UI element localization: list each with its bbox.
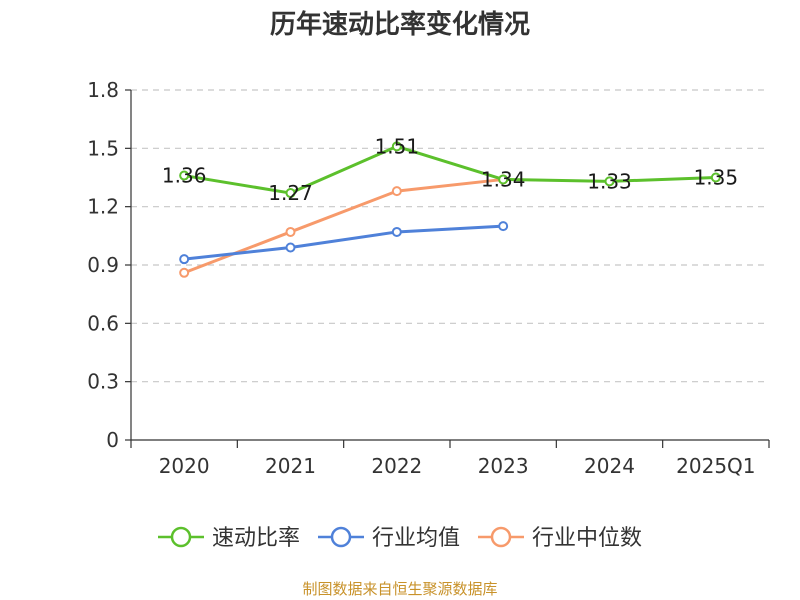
y-tick-label: 0 (106, 428, 119, 452)
y-tick-label: 0.6 (87, 311, 119, 335)
data-label: 1.27 (268, 181, 313, 205)
x-tick-label: 2024 (584, 454, 635, 478)
x-tick-label: 2023 (478, 454, 529, 478)
legend-label: 行业均值 (372, 526, 460, 551)
x-tick-label: 2025Q1 (676, 454, 755, 478)
data-point (391, 186, 402, 197)
data-point (710, 172, 721, 183)
legend-marker (490, 526, 512, 548)
data-point (285, 188, 296, 199)
legend-label: 速动比率 (212, 526, 300, 551)
y-tick-label: 1.5 (87, 136, 119, 160)
x-tick-label: 2021 (265, 454, 316, 478)
legend-item: 行业均值 (318, 526, 460, 551)
y-tick-label: 0.9 (87, 253, 119, 277)
data-point (179, 170, 190, 181)
data-label: 1.33 (587, 169, 632, 193)
data-point (391, 141, 402, 152)
data-label: 1.34 (481, 167, 526, 191)
grid-lines (131, 89, 769, 383)
data-label: 1.36 (162, 164, 207, 188)
series-line (184, 224, 504, 261)
legend: 速动比率 行业均值 行业中位数 (158, 526, 642, 551)
data-point (179, 267, 190, 278)
data-point (285, 226, 296, 237)
y-tick-label: 1.8 (87, 78, 119, 102)
x-tick-label: 2020 (159, 454, 210, 478)
data-point (391, 226, 402, 237)
x-tick-label: 2022 (371, 454, 422, 478)
data-point (604, 176, 615, 187)
data-point (498, 221, 509, 232)
series-lines (179, 141, 721, 278)
data-label: 1.51 (375, 134, 420, 158)
legend-item: 行业中位数 (478, 526, 642, 551)
data-point (285, 242, 296, 253)
y-axis: 0 0.3 0.6 0.9 1.2 1.5 1.8 (87, 78, 132, 452)
data-point (498, 174, 509, 185)
legend-label: 行业中位数 (532, 526, 642, 551)
y-tick-label: 0.3 (87, 370, 119, 394)
legend-marker (170, 526, 192, 548)
data-labels: 1.36 1.27 1.51 1.34 1.33 1.35 (162, 134, 738, 205)
series-line (183, 177, 504, 275)
chart-title: 历年速动比率变化情况 (269, 10, 530, 40)
source-note: 制图数据来自恒生聚源数据库 (302, 580, 498, 598)
series-line (183, 144, 716, 195)
x-axis: 2020 2021 2022 2023 2024 2025Q1 (130, 439, 770, 478)
legend-item: 速动比率 (158, 526, 300, 551)
y-tick-label: 1.2 (87, 195, 119, 219)
data-label: 1.35 (694, 166, 739, 190)
legend-marker (330, 526, 352, 548)
data-point (179, 254, 190, 265)
